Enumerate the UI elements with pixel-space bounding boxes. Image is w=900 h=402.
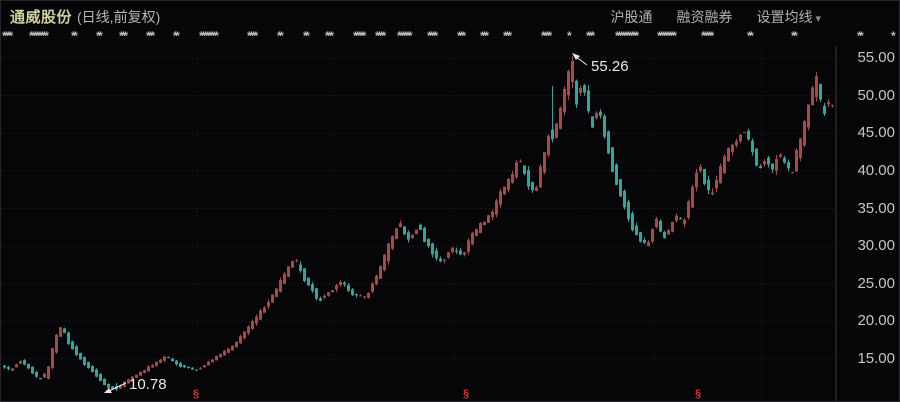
announcement-marker-cluster[interactable]: *** [146,29,155,43]
announcement-marker-cluster[interactable]: *** [457,29,466,43]
y-axis-label: 35.00 [857,199,895,217]
chart-mode-label: (日线,前复权) [77,9,161,25]
annotation-peak-value: 55.26 [591,58,629,75]
announcement-marker-cluster[interactable]: *** [503,29,512,43]
ex-dividend-icon[interactable]: § [192,388,200,400]
announcement-marker-cluster[interactable]: ********** [615,29,639,43]
announcement-marker-cluster[interactable]: ** [857,29,864,43]
y-axis-label: 45.00 [857,124,895,142]
y-axis-label: 20.00 [857,312,895,330]
announcement-marker-cluster[interactable]: ** [791,29,798,43]
announcement-marker-cluster[interactable]: ****** [397,29,413,43]
announcement-marker-cluster[interactable]: *** [480,29,489,43]
chevron-down-icon: ▾ [815,13,821,25]
announcement-marker-cluster[interactable]: **** [247,29,258,43]
announcement-marker-row: **** ******** ** ** *** *** ** ******** **** ** **… [1,29,899,45]
announcement-marker-cluster[interactable]: ******** [657,29,677,43]
stock-name: 通威股份 [10,9,73,26]
y-axis-label: 30.00 [857,237,895,255]
announcement-marker-cluster[interactable]: **** [375,29,386,43]
announcement-marker-cluster[interactable]: ***** [353,29,366,43]
ex-dividend-icon[interactable]: § [694,388,702,400]
announcement-marker-cluster[interactable]: ** [277,29,284,43]
chart-title: 通威股份 (日线,前复权) [10,6,160,27]
candles [3,56,834,391]
y-axis-label: 25.00 [857,274,895,292]
y-axis-label: 55.00 [857,49,895,66]
chart-header: 通威股份 (日线,前复权) 沪股通 融资融券 设置均线 ▾ [1,1,899,29]
announcement-marker-cluster[interactable]: ** [303,29,310,43]
announcement-marker-cluster[interactable]: **** [427,29,438,43]
y-axis-label: 15.00 [857,350,895,367]
announcement-marker-cluster[interactable]: ***** [701,29,714,43]
price-annotations: 55.26 10.78 [104,53,629,393]
announcement-marker-cluster[interactable]: ** [747,29,754,43]
header-menu: 沪股通 融资融券 设置均线 ▾ [610,7,821,27]
announcement-marker-cluster[interactable]: *** [119,29,128,43]
grid [1,46,837,401]
ex-dividend-icon[interactable]: § [462,388,470,400]
announcement-marker-cluster[interactable]: ******** [199,29,219,43]
announcement-marker-cluster[interactable]: ** [96,29,103,43]
announcement-marker-cluster[interactable]: ** [173,29,180,43]
announcement-marker-cluster[interactable]: ******** [29,29,49,43]
annotation-trough-value: 10.78 [129,376,167,393]
announcement-marker-cluster[interactable]: *** [325,29,334,43]
announcement-marker-cluster[interactable]: **** [541,29,552,43]
menu-item-ma-settings[interactable]: 设置均线 ▾ [756,9,821,25]
announcement-marker-cluster[interactable]: **** [2,29,13,43]
menu-item-margin-trading[interactable]: 融资融券 [676,9,733,25]
y-axis-label: 50.00 [857,86,895,104]
y-axis-label: 40.00 [857,161,895,179]
menu-item-hu-gu-tong[interactable]: 沪股通 [610,9,653,25]
announcement-marker-cluster[interactable]: ** [71,29,78,43]
announcement-marker-cluster[interactable]: *** [586,29,595,43]
